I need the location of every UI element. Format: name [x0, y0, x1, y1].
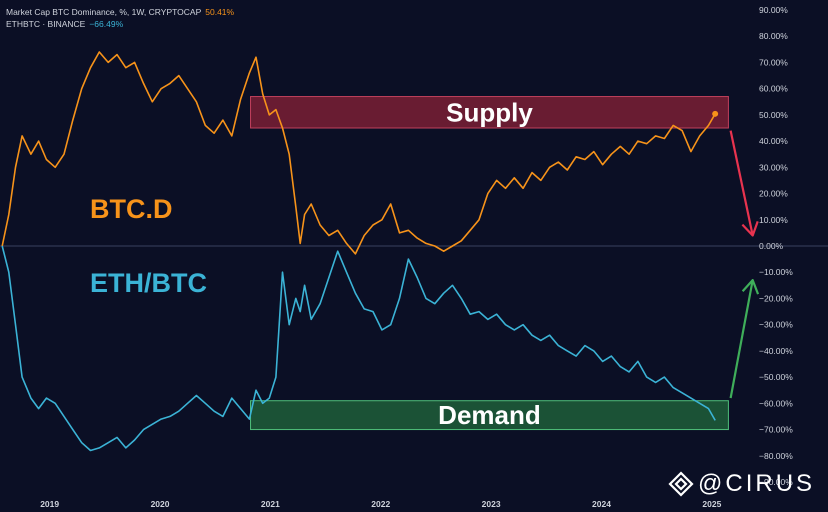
series	[1, 51, 719, 452]
y-tick-label: −50.00%	[759, 372, 793, 382]
legend-eth: ETHBTC · BINANCE −66.49%	[6, 19, 123, 29]
y-tick-label: 40.00%	[759, 136, 788, 146]
x-tick-label: 2024	[592, 499, 611, 509]
eth-btc-line	[1, 245, 716, 452]
y-tick-label: 20.00%	[759, 189, 788, 199]
down-arrow-shaft	[729, 130, 754, 236]
y-tick-label: 70.00%	[759, 57, 788, 67]
legend-eth-series: ETHBTC · BINANCE	[6, 19, 86, 29]
zones: Supply Demand	[250, 96, 729, 431]
demand-zone	[250, 400, 729, 431]
y-tick-label: 60.00%	[759, 84, 788, 94]
legend-btc-series: Market Cap BTC Dominance, %, 1W, CRYPTOC…	[6, 7, 202, 17]
y-tick-label: −90.00%	[759, 477, 793, 487]
y-tick-label: −10.00%	[759, 267, 793, 277]
y-tick-label: −60.00%	[759, 398, 793, 408]
cirus-logo-icon	[668, 471, 694, 497]
up-arrow-head	[741, 278, 760, 295]
btc-d-line	[1, 51, 716, 255]
legend-btc-value: 50.41%	[205, 7, 235, 17]
x-tick-label: 2022	[371, 499, 390, 509]
y-tick-label: −40.00%	[759, 346, 793, 356]
eth-btc-label: ETH/BTC	[90, 268, 207, 298]
x-tick-label: 2023	[482, 499, 501, 509]
up-arrow-shaft	[729, 279, 754, 399]
btc-d-endpoint	[712, 110, 719, 117]
y-tick-label: 30.00%	[759, 162, 788, 172]
y-tick-label: 80.00%	[759, 31, 788, 41]
y-tick-label: −30.00%	[759, 320, 793, 330]
y-tick-label: −20.00%	[759, 293, 793, 303]
y-tick-label: 0.00%	[759, 241, 784, 251]
btc-d-label: BTC.D	[90, 194, 173, 224]
axes: 90.00% 80.00% 70.00% 60.00% 50.00% 40.00% 30.0…	[40, 5, 793, 509]
legend-btc: Market Cap BTC Dominance, %, 1W, CRYPTOC…	[6, 7, 234, 17]
x-tick-label: 2025	[702, 499, 721, 509]
y-tick-label: 10.00%	[759, 215, 788, 225]
y-tick-label: 90.00%	[759, 5, 788, 15]
x-tick-label: 2020	[151, 499, 170, 509]
x-tick-label: 2021	[261, 499, 280, 509]
down-arrow-head	[741, 221, 759, 237]
supply-zone	[250, 96, 729, 129]
supply-label: Supply	[446, 97, 533, 127]
watermark-text: @CIRUS	[698, 470, 816, 497]
x-tick-label: 2019	[40, 499, 59, 509]
watermark: @CIRUS	[668, 470, 815, 498]
y-tick-label: −70.00%	[759, 425, 793, 435]
legend-eth-value: −66.49%	[89, 19, 124, 29]
y-tick-label: −80.00%	[759, 451, 793, 461]
demand-label: Demand	[438, 400, 541, 430]
y-tick-label: 50.00%	[759, 110, 788, 120]
arrows	[729, 130, 760, 399]
